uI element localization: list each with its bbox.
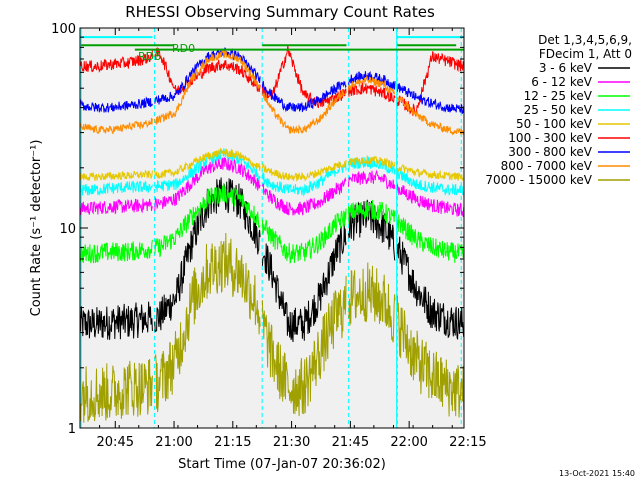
series-6-12-kev-segment-4 bbox=[396, 184, 465, 217]
series-lines bbox=[79, 44, 465, 423]
legend-header-detectors: Det 1,3,4,5,6,9, bbox=[538, 33, 632, 47]
legend-label-6: 300 - 800 keV bbox=[508, 145, 592, 159]
x-axis-label: Start Time (07-Jan-07 20:36:02) bbox=[178, 457, 386, 472]
series-800-7000-kev-segment-2 bbox=[261, 89, 347, 134]
series-25-50-kev-segment-4 bbox=[396, 167, 465, 196]
series-6-12-kev-segment-1 bbox=[154, 157, 261, 212]
series-25-50-kev-segment-3 bbox=[348, 156, 396, 175]
series-12-25-kev-segment-4 bbox=[396, 214, 465, 263]
legend-label-8: 7000 - 15000 keV bbox=[485, 173, 592, 187]
series-3-6-kev-segment-4 bbox=[396, 236, 465, 340]
series-50-100-kev-segment-1 bbox=[154, 147, 261, 179]
x-tick-label-0: 20:45 bbox=[97, 435, 134, 450]
y-tick-label-2: 100 bbox=[51, 22, 76, 37]
legend: Det 1,3,4,5,6,9, FDecim 1, Att 0 3 - 6 k… bbox=[485, 33, 632, 187]
series-3-6-kev-segment-0 bbox=[79, 301, 153, 340]
series-12-25-kev-segment-3 bbox=[348, 199, 396, 225]
x-axis-ticks: 20:45 21:00 21:15 21:30 21:45 22:00 22:15 bbox=[79, 28, 487, 450]
series-100-300-kev-segment-3 bbox=[348, 81, 396, 103]
series-800-7000-kev-segment-1 bbox=[154, 50, 261, 126]
y-tick-label-1: 10 bbox=[59, 222, 76, 237]
y-axis-label: Count Rate (s⁻¹ detector⁻¹) bbox=[29, 140, 44, 317]
legend-label-1: 6 - 12 keV bbox=[531, 75, 593, 89]
y-tick-label-0: 1 bbox=[68, 422, 76, 437]
x-tick-label-6: 22:15 bbox=[449, 435, 486, 450]
series-300-800-kev-segment-3 bbox=[348, 71, 396, 90]
series-12-25-kev-segment-0 bbox=[79, 239, 153, 264]
timestamp: 13-Oct-2021 15:40 bbox=[559, 469, 635, 478]
flag-lines bbox=[81, 36, 464, 51]
series-6-12-kev-segment-0 bbox=[79, 198, 153, 215]
series-50-100-kev-segment-2 bbox=[261, 159, 347, 182]
series-7000-15000-kev-segment-2 bbox=[261, 275, 347, 417]
series-100-300-kev-segment-0 bbox=[79, 50, 153, 73]
x-tick-label-2: 21:15 bbox=[214, 435, 251, 450]
series-100-300-kev-segment-2 bbox=[261, 44, 347, 109]
legend-label-3: 25 - 50 keV bbox=[524, 103, 593, 117]
series-7000-15000-kev-segment-1 bbox=[154, 232, 261, 413]
chart-title: RHESSI Observing Summary Count Rates bbox=[125, 3, 435, 21]
y-axis-ticks: 1 10 100 bbox=[51, 22, 464, 437]
series-7000-15000-kev-segment-0 bbox=[79, 358, 153, 423]
series-25-50-kev-segment-2 bbox=[261, 162, 347, 197]
legend-label-2: 12 - 25 keV bbox=[524, 89, 593, 103]
series-7000-15000-kev-segment-4 bbox=[396, 295, 465, 418]
flag-label-rd0: RD0 bbox=[172, 42, 195, 55]
series-300-800-kev-segment-4 bbox=[396, 83, 465, 114]
series-6-12-kev-segment-2 bbox=[261, 176, 347, 216]
x-tick-label-5: 22:00 bbox=[390, 435, 427, 450]
legend-label-7: 800 - 7000 keV bbox=[501, 159, 593, 173]
series-50-100-kev-segment-0 bbox=[79, 169, 153, 181]
series-100-300-kev-segment-1 bbox=[154, 46, 261, 95]
series-800-7000-kev-segment-3 bbox=[348, 74, 396, 95]
series-800-7000-kev-segment-4 bbox=[396, 96, 465, 136]
flag-label-rd6: RD6 bbox=[138, 50, 161, 63]
legend-label-5: 100 - 300 keV bbox=[508, 131, 592, 145]
series-12-25-kev-segment-2 bbox=[261, 208, 347, 265]
series-300-800-kev-segment-0 bbox=[79, 96, 153, 113]
series-3-6-kev-segment-1 bbox=[154, 177, 261, 333]
series-3-6-kev-segment-2 bbox=[261, 223, 347, 343]
series-25-50-kev-segment-0 bbox=[79, 180, 153, 196]
series-50-100-kev-segment-3 bbox=[348, 155, 396, 170]
series-6-12-kev-segment-3 bbox=[348, 169, 396, 190]
series-300-800-kev-segment-1 bbox=[154, 47, 261, 105]
series-800-7000-kev-segment-0 bbox=[79, 117, 153, 135]
series-50-100-kev-segment-4 bbox=[396, 163, 465, 181]
legend-label-0: 3 - 6 keV bbox=[539, 61, 593, 75]
legend-header-decimation: FDecim 1, Att 0 bbox=[539, 47, 632, 61]
series-100-300-kev-segment-4 bbox=[396, 51, 465, 117]
x-tick-label-3: 21:30 bbox=[273, 435, 310, 450]
series-300-800-kev-segment-2 bbox=[261, 80, 347, 113]
series-25-50-kev-segment-1 bbox=[154, 148, 261, 193]
x-tick-label-4: 21:45 bbox=[332, 435, 369, 450]
legend-label-4: 50 - 100 keV bbox=[516, 117, 593, 131]
series-7000-15000-kev-segment-3 bbox=[348, 262, 396, 343]
x-tick-label-1: 21:00 bbox=[155, 435, 192, 450]
series-12-25-kev-segment-1 bbox=[154, 182, 261, 258]
